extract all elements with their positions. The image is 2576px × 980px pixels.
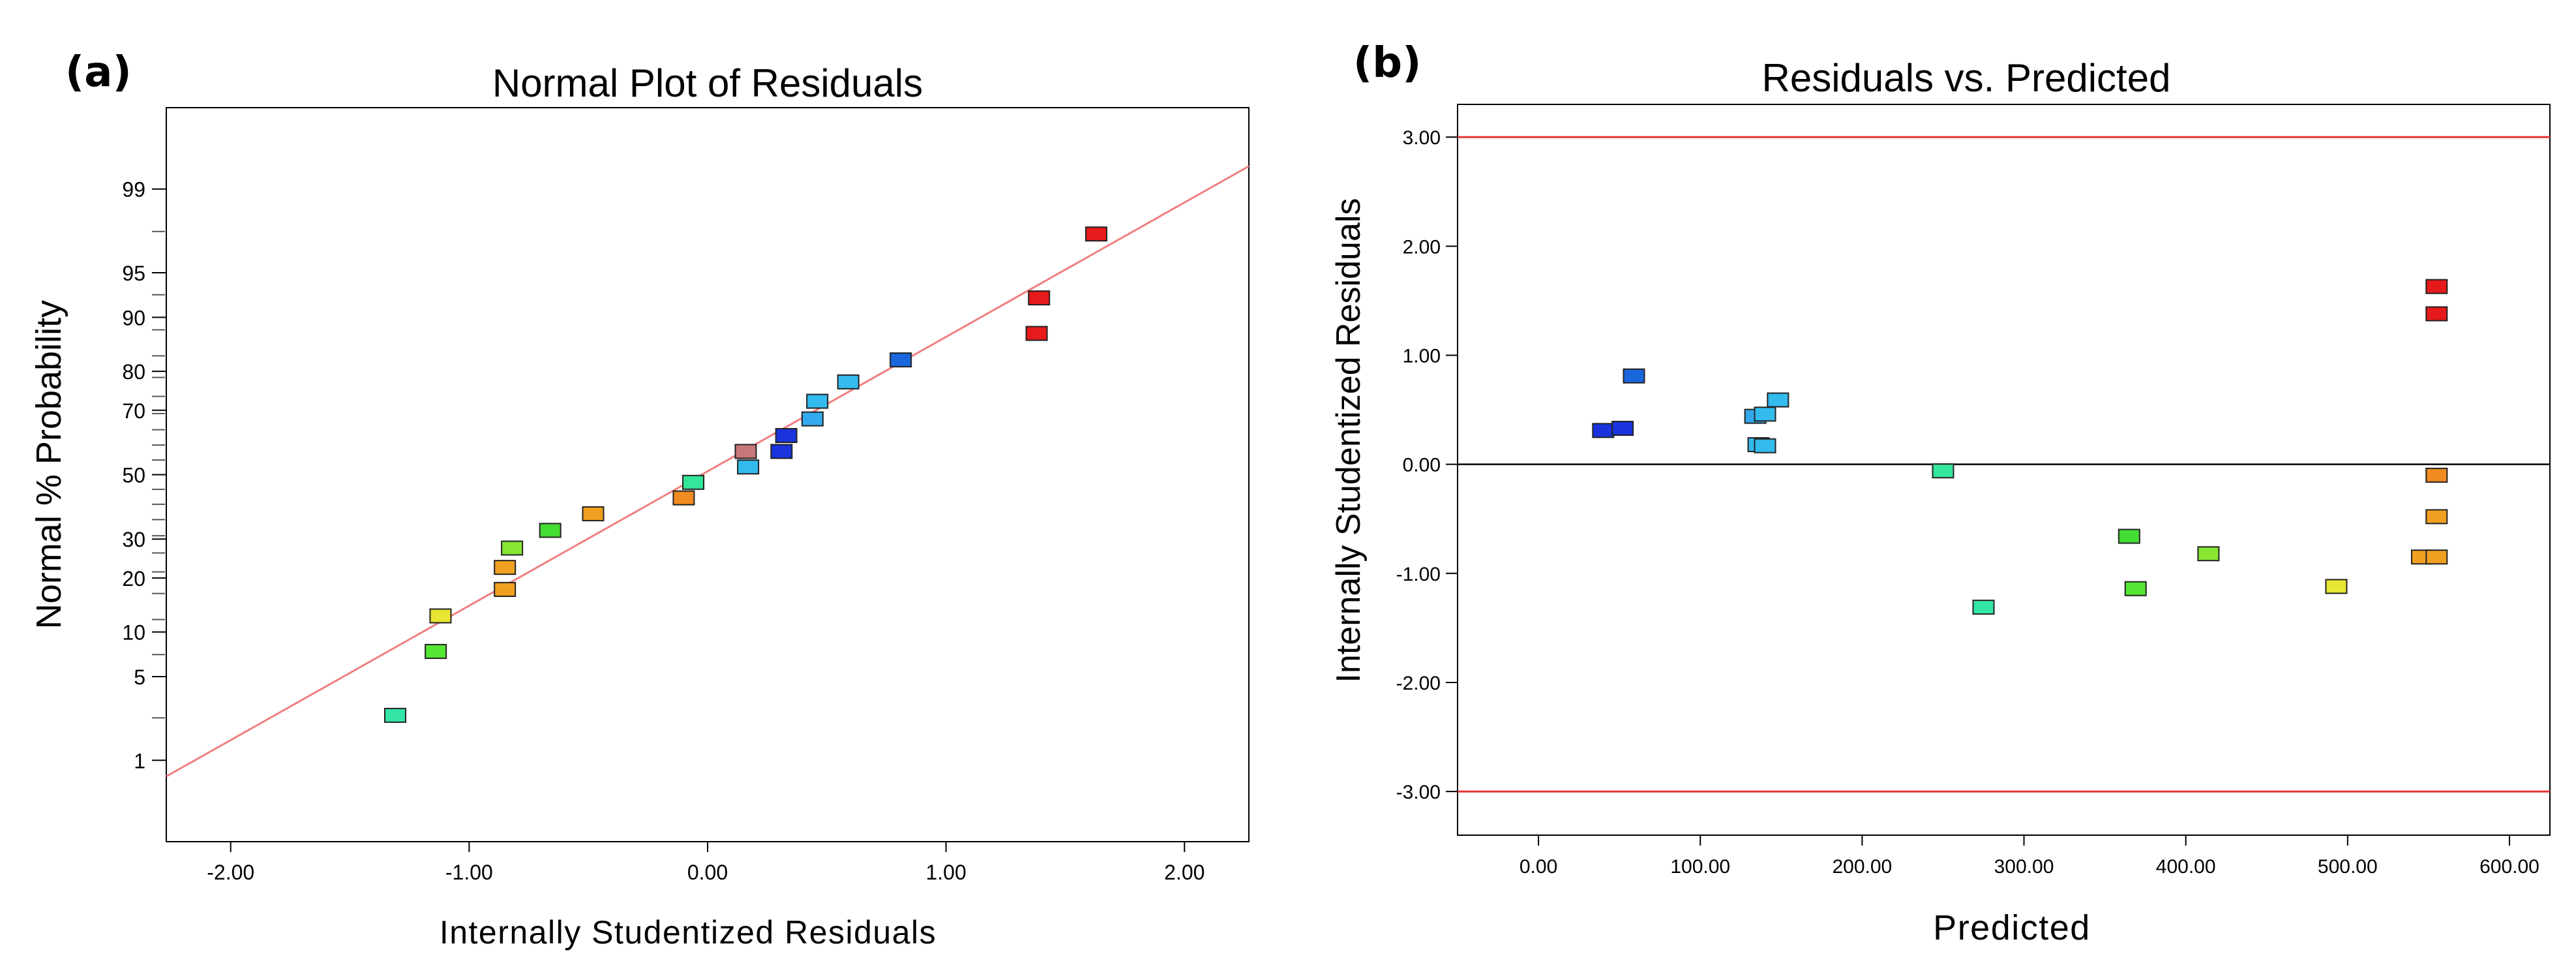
panel-b-data-point [1623, 368, 1645, 384]
panel-a-data-point [837, 374, 860, 390]
panel-a-data-point [582, 506, 605, 521]
panel-a-data-point [425, 643, 447, 659]
panel-b-x-tick-label: 500.00 [2318, 856, 2378, 878]
panel-a-data-point [539, 523, 562, 538]
panel-a-data-point [384, 707, 407, 723]
panel-b-y-tick-label: 1.00 [1403, 345, 1441, 367]
panel-a-probability-minor-ticks [152, 230, 165, 719]
panel-b-x-tick-label: 300.00 [1994, 856, 2054, 878]
panel-b-points [1592, 279, 2448, 615]
panel-b-y-tick-label: -3.00 [1396, 782, 1441, 803]
panel-a-data-point [806, 393, 829, 409]
panel-a-data-point [494, 581, 517, 597]
panel-b-reference-lines [1458, 136, 2550, 793]
panel-a-y-tick-label: 99 [122, 178, 145, 202]
panel-b-y-ticks: -3.00 -2.00 -1.00 0.00 1.00 2.00 3.00 [1396, 127, 1458, 803]
panel-b-y-axis-label: Internally Studentized Residuals [1330, 198, 1368, 683]
panel-a-x-ticks: -2.00 -1.00 0.00 1.00 2.00 [207, 842, 1205, 884]
panel-a-y-tick-label: 30 [122, 528, 145, 551]
panel-b-y-tick-label: 0.00 [1403, 455, 1441, 476]
panel-a-data-point [770, 444, 793, 459]
panel-b-data-point [2197, 546, 2220, 562]
panel-b-y-tick-label: 2.00 [1403, 236, 1441, 258]
panel-a-x-tick-label: 1.00 [925, 861, 966, 884]
panel-a-y-axis-label: Normal % Probability [29, 300, 68, 629]
panel-b-data-point [1972, 600, 1995, 615]
panel-b-x-tick-label: 600.00 [2479, 856, 2539, 878]
panel-a-data-point [737, 459, 760, 475]
panel-a-y-ticks: 1 5 10 20 30 50 70 80 90 95 99 [122, 178, 166, 773]
panel-a-label: (a) [65, 48, 132, 97]
panel-a-data-point [1085, 226, 1107, 242]
panel-b-y-tick-label: 3.00 [1403, 127, 1441, 149]
panel-a-title: Normal Plot of Residuals [492, 61, 923, 105]
panel-a-y-tick-label: 70 [122, 399, 145, 423]
panel-a-data-point [734, 444, 757, 459]
panel-b-data-point [1754, 406, 1776, 422]
panel-b-x-tick-label: 100.00 [1670, 856, 1730, 878]
panel-a-data-point [890, 352, 912, 368]
panel-b-data-point [2425, 467, 2448, 483]
panel-b-data-point [2425, 549, 2448, 565]
panel-a-data-point [672, 490, 695, 506]
panel-a-data-point [501, 540, 524, 556]
panel-a-data-point [775, 428, 798, 444]
panel-a-data-point [682, 474, 705, 490]
panel-b-data-point [1932, 463, 1954, 479]
panel-a-data-point [801, 411, 824, 427]
panel-a-points [384, 226, 1107, 723]
panel-b-data-point [1592, 423, 1615, 438]
panel-a-x-tick-label: -1.00 [445, 861, 493, 884]
panel-a: (a) Normal Plot of Residuals Internally … [29, 48, 1250, 951]
panel-a-data-point [429, 608, 452, 624]
panel-b: (b) Residuals vs. Predicted Predicted In… [1330, 39, 2551, 947]
panel-a-data-point [1025, 326, 1048, 341]
panel-b-data-point [2425, 306, 2448, 322]
panel-b-data-point [1767, 392, 1790, 408]
panel-a-data-point [494, 560, 517, 575]
panel-a-reference-line [166, 165, 1250, 778]
panel-b-data-point [2124, 581, 2147, 596]
panel-a-y-tick-label: 50 [122, 464, 145, 487]
panel-b-data-point [2425, 509, 2448, 525]
panel-a-data-point [1028, 290, 1051, 306]
panel-b-label: (b) [1353, 39, 1421, 87]
panel-b-x-tick-label: 0.00 [1520, 856, 1557, 878]
panel-a-x-axis-label: Internally Studentized Residuals [440, 914, 936, 951]
panel-b-data-point [2118, 528, 2140, 544]
panel-b-title: Residuals vs. Predicted [1762, 56, 2171, 100]
panel-a-y-tick-label: 5 [134, 666, 145, 689]
panel-b-x-ticks: 0.00 100.00 200.00 300.00 400.00 500.00 600.00 [1520, 835, 2539, 878]
panel-b-plot-frame [1457, 104, 2551, 836]
panel-b-data-point [1611, 420, 1634, 436]
panel-b-y-tick-label: -1.00 [1396, 564, 1441, 585]
panel-b-data-point [2325, 579, 2348, 594]
panel-a-x-tick-label: 0.00 [687, 861, 728, 884]
panel-b-y-tick-label: -2.00 [1396, 673, 1441, 694]
panel-a-y-tick-label: 20 [122, 567, 145, 590]
panel-a-y-tick-label: 95 [122, 262, 145, 285]
panel-b-x-tick-label: 200.00 [1832, 856, 1892, 878]
panel-b-data-point [1754, 438, 1776, 453]
panel-a-x-tick-label: -2.00 [207, 861, 254, 884]
panel-a-y-tick-label: 90 [122, 306, 145, 329]
panel-a-y-tick-label: 10 [122, 621, 145, 645]
panel-a-x-tick-label: 2.00 [1164, 861, 1205, 884]
panel-a-y-tick-label: 80 [122, 360, 145, 384]
panel-b-data-point [2425, 279, 2448, 294]
panel-b-x-tick-label: 400.00 [2156, 856, 2216, 878]
panel-b-x-axis-label: Predicted [1933, 908, 2091, 947]
panel-a-y-tick-label: 1 [134, 749, 145, 773]
